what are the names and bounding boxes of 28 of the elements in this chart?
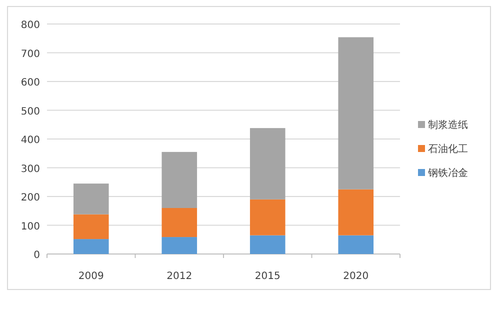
legend-label: 制浆造纸 [428,119,468,131]
bar [162,237,198,254]
bar [162,208,198,238]
bar [73,239,109,254]
bar [162,152,198,208]
legend-label: 石油化工 [428,143,468,155]
y-tick-label: 700 [20,48,40,60]
x-tick-label: 2015 [254,271,280,282]
legend-label: 钢铁冶金 [427,167,468,179]
y-tick-label: 600 [20,78,40,88]
bar [250,128,286,200]
bar [250,199,286,236]
bar [338,235,374,254]
y-tick-label: 500 [20,106,40,118]
y-tick-label: 300 [20,164,40,175]
bar [338,37,374,190]
x-tick-label: 2009 [78,271,104,282]
bar [73,184,109,214]
bar [338,189,374,236]
bar [73,214,109,240]
x-tick-label: 2020 [343,271,369,282]
y-tick-label: 0 [34,250,40,261]
y-tick-label: 400 [20,135,40,146]
x-tick-label: 2012 [166,271,192,282]
bar [250,235,286,254]
y-tick-label: 100 [20,221,40,232]
y-tick-label: 200 [20,192,40,204]
y-tick-label: 800 [20,20,40,31]
